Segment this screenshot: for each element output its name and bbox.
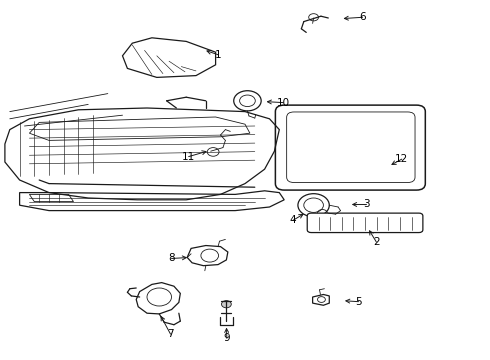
- Text: 5: 5: [355, 297, 362, 307]
- Text: 10: 10: [277, 98, 290, 108]
- Text: 8: 8: [168, 253, 175, 264]
- Circle shape: [221, 301, 231, 308]
- Text: 7: 7: [167, 329, 174, 339]
- FancyBboxPatch shape: [287, 112, 415, 183]
- Text: 3: 3: [363, 199, 370, 210]
- Text: 6: 6: [359, 12, 366, 22]
- Text: 12: 12: [395, 154, 409, 164]
- Text: 4: 4: [290, 215, 296, 225]
- Text: 2: 2: [373, 237, 380, 247]
- Text: 9: 9: [223, 333, 230, 343]
- Text: 1: 1: [215, 50, 221, 60]
- FancyBboxPatch shape: [307, 213, 423, 233]
- Text: 11: 11: [182, 152, 196, 162]
